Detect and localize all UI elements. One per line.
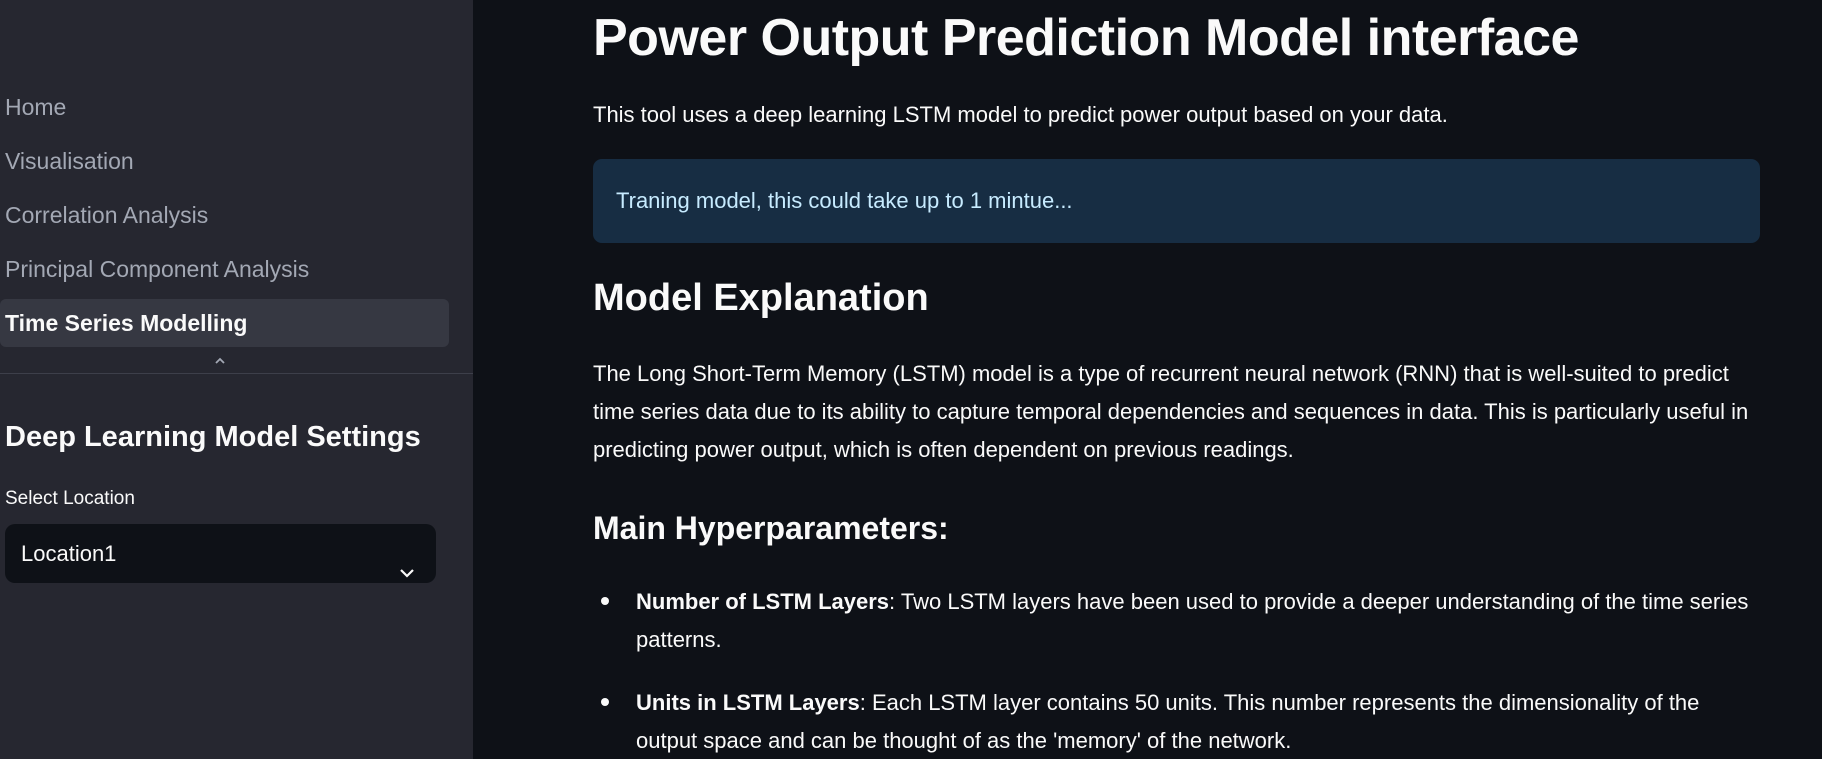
sidebar-item-time-series-modelling[interactable]: Time Series Modelling	[0, 299, 449, 347]
location-select-value: Location1	[21, 541, 117, 566]
hyperparam-term: Units in LSTM Layers	[636, 690, 860, 715]
model-explanation-heading: Model Explanation	[593, 277, 929, 319]
page-title: Power Output Prediction Model interface	[593, 9, 1579, 67]
sidebar-item-correlation-analysis[interactable]: Correlation Analysis	[5, 202, 209, 228]
list-item: Units in LSTM Layers: Each LSTM layer co…	[593, 684, 1763, 759]
sidebar-divider	[0, 373, 473, 374]
hyperparam-term: Number of LSTM Layers	[636, 589, 890, 614]
bullet-icon	[601, 698, 609, 706]
intro-text: This tool uses a deep learning LSTM mode…	[593, 102, 1448, 127]
chevron-up-icon[interactable]	[212, 353, 228, 369]
hyperparam-desc: : Two LSTM layers have been used to prov…	[636, 589, 1749, 652]
hyperparams-heading: Main Hyperparameters:	[593, 510, 949, 546]
select-location-label: Select Location	[5, 488, 135, 509]
sidebar-item-home[interactable]: Home	[5, 94, 67, 120]
hyperparam-desc: : Each LSTM layer contains 50 units. Thi…	[636, 690, 1700, 753]
settings-title: Deep Learning Model Settings	[5, 421, 421, 453]
bullet-icon	[601, 597, 609, 605]
sidebar: Home Visualisation Correlation Analysis …	[0, 0, 473, 759]
location-select[interactable]: Location1	[5, 524, 436, 583]
sidebar-item-visualisation[interactable]: Visualisation	[5, 148, 134, 174]
info-alert-text: Traning model, this could take up to 1 m…	[616, 188, 1073, 213]
list-item: Number of LSTM Layers: Two LSTM layers h…	[593, 583, 1763, 659]
sidebar-item-principal-component-analysis[interactable]: Principal Component Analysis	[5, 256, 310, 282]
model-explanation-text: The Long Short-Term Memory (LSTM) model …	[593, 361, 1749, 462]
info-alert: Traning model, this could take up to 1 m…	[593, 159, 1760, 243]
chevron-down-icon	[398, 545, 416, 578]
main-content: Power Output Prediction Model interface …	[473, 0, 1822, 759]
